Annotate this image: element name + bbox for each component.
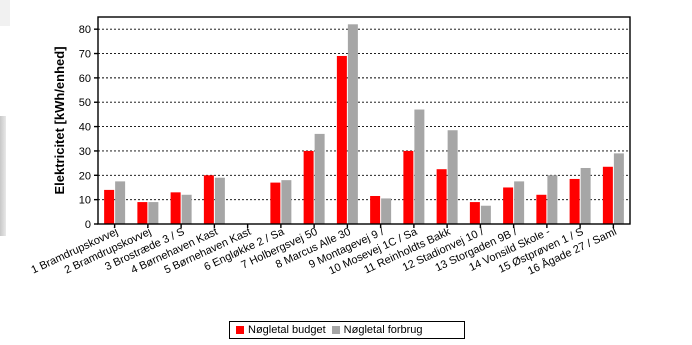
bar-forbrug bbox=[580, 167, 591, 224]
bar-budget bbox=[536, 194, 547, 224]
legend-item-budget: Nøgletal budget bbox=[236, 324, 326, 336]
bar-budget bbox=[104, 189, 115, 224]
bar-forbrug bbox=[115, 181, 126, 224]
bar-forbrug bbox=[347, 24, 358, 225]
y-tick-label: 10 bbox=[79, 195, 91, 207]
bar-forbrug bbox=[480, 205, 491, 224]
y-axis: 0 10 20 30 40 50 60 70 80 bbox=[79, 24, 98, 231]
legend-swatch-budget bbox=[236, 326, 244, 334]
bar-budget bbox=[336, 55, 347, 224]
bar-budget bbox=[436, 169, 447, 224]
y-tick-label: 30 bbox=[79, 146, 91, 158]
y-tick-label: 80 bbox=[79, 24, 91, 36]
bar-forbrug bbox=[214, 177, 225, 224]
bar-forbrug bbox=[314, 133, 325, 224]
y-tick-label: 20 bbox=[79, 170, 91, 182]
grid-layer bbox=[98, 28, 630, 201]
bar-forbrug bbox=[447, 130, 458, 224]
legend-item-forbrug: Nøgletal forbrug bbox=[331, 324, 423, 336]
page-edge-artifact-top bbox=[0, 0, 10, 26]
legend: Nøgletal budget Nøgletal forbrug bbox=[229, 321, 465, 339]
y-tick-label: 50 bbox=[79, 97, 91, 109]
page-edge-artifact bbox=[0, 116, 6, 236]
y-axis-title: Elektricitet [kWh/enhed] bbox=[52, 46, 67, 194]
bar-budget bbox=[170, 192, 181, 224]
y-tick-label: 40 bbox=[79, 122, 91, 134]
bar-budget bbox=[503, 187, 514, 224]
bar-budget bbox=[270, 182, 281, 224]
bar-budget bbox=[569, 178, 580, 224]
bar-budget bbox=[137, 202, 148, 224]
bars-layer bbox=[104, 24, 624, 225]
y-tick-label: 70 bbox=[79, 49, 91, 61]
bar-budget bbox=[370, 195, 381, 224]
legend-swatch-forbrug bbox=[331, 326, 340, 334]
bar-budget bbox=[303, 150, 314, 224]
bar-forbrug bbox=[547, 175, 558, 224]
legend-label-forbrug: Nøgletal forbrug bbox=[343, 324, 423, 336]
bar-budget bbox=[469, 202, 480, 224]
bar-forbrug bbox=[613, 153, 624, 224]
bar-forbrug bbox=[414, 109, 425, 224]
bar-forbrug bbox=[148, 202, 159, 224]
bar-forbrug bbox=[181, 194, 192, 224]
legend-label-budget: Nøgletal budget bbox=[248, 324, 326, 336]
y-tick-label: 0 bbox=[85, 219, 91, 231]
bar-budget bbox=[403, 150, 414, 224]
bar-budget bbox=[203, 175, 214, 224]
bar-forbrug bbox=[514, 181, 525, 224]
y-tick-label: 60 bbox=[79, 73, 91, 85]
bar-forbrug bbox=[281, 180, 292, 224]
bar-forbrug bbox=[381, 198, 392, 224]
plot-frame bbox=[97, 16, 631, 225]
bar-budget bbox=[602, 166, 613, 224]
